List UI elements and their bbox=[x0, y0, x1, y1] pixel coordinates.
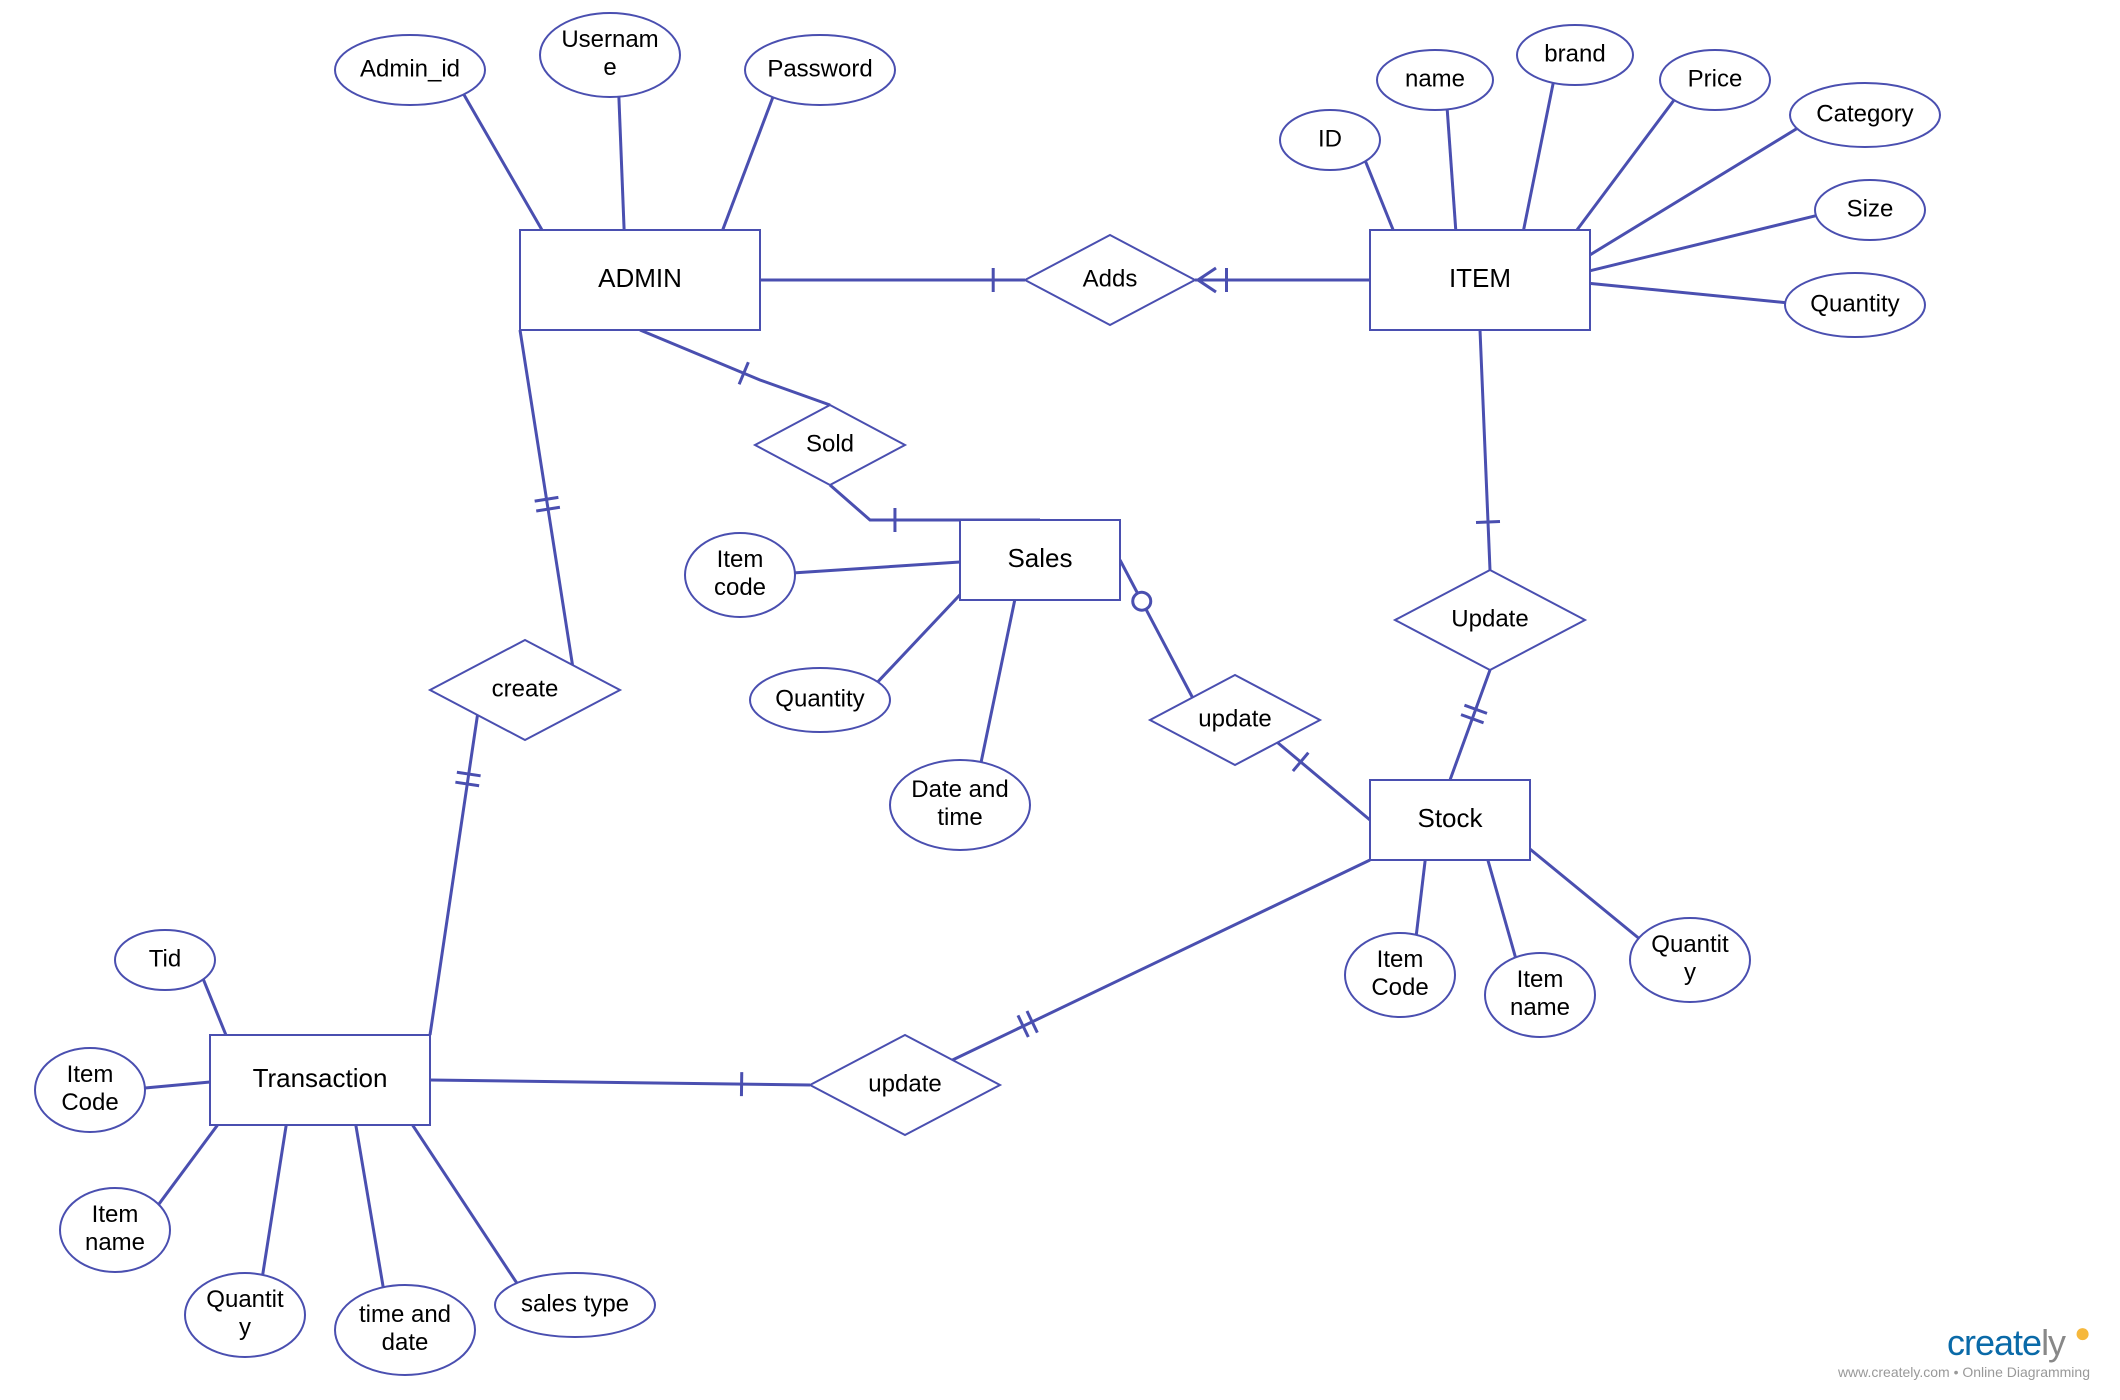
svg-text:name: name bbox=[1405, 65, 1465, 92]
edge-create-transaction bbox=[430, 715, 478, 1035]
svg-text:Size: Size bbox=[1847, 195, 1894, 222]
svg-text:Itemcode: Itemcode bbox=[714, 546, 766, 601]
cardinality-two bbox=[1027, 1011, 1037, 1033]
edge-update2-stock bbox=[1278, 743, 1371, 821]
cardinality-zero bbox=[1133, 592, 1151, 610]
edge-item-update1 bbox=[1480, 330, 1490, 570]
edge-update1-stock bbox=[1450, 670, 1490, 780]
svg-text:create: create bbox=[492, 675, 559, 702]
edge-sales-update2 bbox=[1120, 560, 1193, 698]
svg-text:ItemCode: ItemCode bbox=[61, 1061, 118, 1116]
svg-text:brand: brand bbox=[1544, 40, 1605, 67]
svg-text:update: update bbox=[1198, 705, 1271, 732]
svg-text:Itemname: Itemname bbox=[1510, 966, 1570, 1021]
edge-admin-create bbox=[520, 330, 573, 665]
attr-edge bbox=[981, 598, 1016, 764]
svg-text:Admin_id: Admin_id bbox=[360, 55, 460, 82]
svg-text:Stock: Stock bbox=[1417, 803, 1483, 833]
cardinality-one bbox=[1476, 522, 1500, 523]
edge-update3-stock bbox=[953, 860, 1371, 1060]
svg-text:Password: Password bbox=[767, 55, 872, 82]
svg-text:Sales: Sales bbox=[1007, 543, 1072, 573]
attr-edge bbox=[792, 562, 960, 573]
cardinality-two bbox=[536, 507, 560, 511]
attr-edge bbox=[142, 1082, 210, 1088]
creately-watermark: creately ● www.creately.com • Online Dia… bbox=[1838, 1317, 2090, 1380]
lightbulb-icon: ● bbox=[2074, 1317, 2090, 1348]
svg-text:ItemCode: ItemCode bbox=[1371, 946, 1428, 1001]
edge-admin-sold bbox=[640, 330, 830, 405]
cardinality-two bbox=[535, 497, 559, 501]
svg-text:Itemname: Itemname bbox=[85, 1201, 145, 1256]
svg-text:sales type: sales type bbox=[521, 1290, 629, 1317]
attr-edge bbox=[463, 92, 552, 246]
er-diagram-canvas: ADMIN ITEM Sales Stock Transaction Adds Sold cr… bbox=[0, 0, 2120, 1400]
attr-edge bbox=[355, 1123, 383, 1290]
attr-edge bbox=[1588, 215, 1818, 271]
watermark-brand-suffix: ly bbox=[2041, 1322, 2065, 1363]
attr-edge bbox=[1523, 81, 1554, 234]
edge-transaction-update3 bbox=[430, 1080, 810, 1085]
attr-edge bbox=[402, 1110, 518, 1285]
cardinality-two bbox=[457, 772, 481, 776]
svg-text:Category: Category bbox=[1816, 100, 1913, 127]
cardinality-crow bbox=[1198, 268, 1216, 280]
svg-text:ADMIN: ADMIN bbox=[598, 263, 682, 293]
svg-text:ITEM: ITEM bbox=[1449, 263, 1511, 293]
svg-text:Sold: Sold bbox=[806, 430, 854, 457]
cardinality-two bbox=[455, 782, 479, 786]
attr-edge bbox=[1564, 98, 1675, 247]
cardinality-two bbox=[1018, 1015, 1028, 1037]
watermark-brand: create bbox=[1947, 1322, 2041, 1363]
attr-edge bbox=[1519, 840, 1641, 940]
attr-edge bbox=[876, 581, 972, 683]
attr-edge bbox=[262, 1123, 286, 1277]
attr-edge bbox=[1416, 858, 1425, 937]
cardinality-crow bbox=[1198, 280, 1216, 292]
attr-edge bbox=[1581, 127, 1799, 260]
svg-text:Tid: Tid bbox=[149, 945, 181, 972]
attr-edge bbox=[1447, 108, 1456, 231]
svg-text:update: update bbox=[868, 1070, 941, 1097]
attr-edge bbox=[1487, 856, 1517, 960]
svg-text:ID: ID bbox=[1318, 125, 1342, 152]
svg-text:Quantity: Quantity bbox=[775, 685, 864, 712]
attr-edge bbox=[718, 95, 774, 242]
attr-edge bbox=[1590, 283, 1789, 303]
watermark-sub: www.creately.com • Online Diagramming bbox=[1838, 1364, 2090, 1380]
edge-sold-sales bbox=[830, 485, 1040, 520]
svg-text:Quantity: Quantity bbox=[1810, 290, 1899, 317]
svg-text:Transaction: Transaction bbox=[253, 1063, 388, 1093]
svg-text:Adds: Adds bbox=[1083, 265, 1138, 292]
svg-text:Update: Update bbox=[1451, 605, 1528, 632]
svg-text:Price: Price bbox=[1688, 65, 1743, 92]
attr-edge bbox=[619, 95, 624, 231]
